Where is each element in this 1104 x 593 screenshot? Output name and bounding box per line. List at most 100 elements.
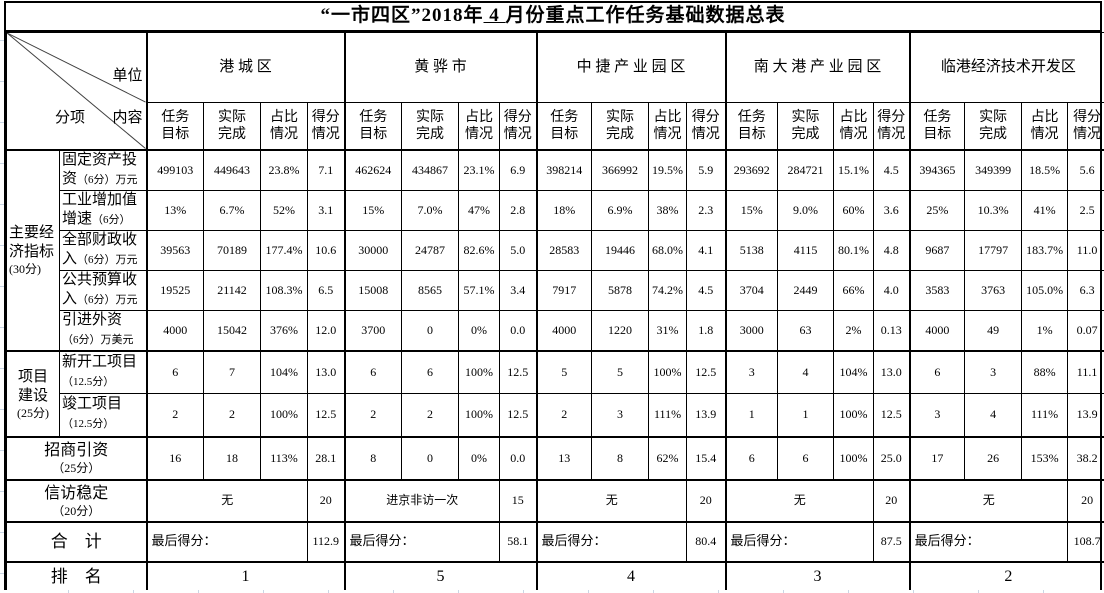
value-cell: 19525	[145, 269, 204, 311]
value-cell: 0%	[458, 309, 501, 351]
value-cell: 104%	[833, 349, 875, 394]
region-header-row: 单位 内容 分项 港 城 区黄 骅 市中 捷 产 业 园 区南 大 港 产 业 …	[6, 32, 1104, 151]
value-cell: 398214	[535, 149, 593, 191]
title-suffix: 月份重点工作任务基础数据总表	[505, 5, 786, 26]
excel-gridline-bottom	[4, 590, 1104, 593]
total-row: 合 计最后得分： 112.9 最后得分： 58.1 最后得分： 80.4 最后得分： 87.5…	[6, 520, 1104, 562]
value-cell: 177.4%	[260, 229, 308, 271]
corner-label-item: 分项	[55, 110, 86, 126]
rank-cell: 5	[343, 560, 538, 592]
subheader-cell: 实际 完成	[777, 102, 835, 151]
value-cell: 0	[401, 309, 460, 351]
indicator-note: （6分）万元	[77, 253, 138, 266]
value-cell: 6	[145, 349, 204, 394]
value-cell: 49	[964, 309, 1023, 351]
group-cell: 项目 建设 (25分)	[6, 349, 60, 437]
value-cell: 11.1	[1067, 349, 1104, 394]
value-cell: 12.5	[686, 349, 727, 394]
value-cell: 9.0%	[777, 189, 835, 231]
value-cell: 10.6	[306, 229, 346, 271]
value-cell: 5	[591, 349, 650, 394]
value-cell: 100%	[648, 349, 688, 394]
value-cell: 3700	[343, 309, 403, 351]
value-cell: 2449	[777, 269, 835, 311]
table-row: 主要经 济指标 (30分) 固定资产投资（6分）万元 499103 449643 23.8…	[6, 149, 1104, 351]
value-cell: 4115	[777, 229, 835, 271]
value-cell: 0%	[458, 435, 501, 480]
petition-note: （20分）	[52, 503, 101, 518]
value-cell: 28.1	[306, 435, 346, 480]
value-cell: 13.9	[686, 393, 727, 437]
value-cell: 0	[401, 435, 460, 480]
value-cell: 6.9	[499, 149, 538, 191]
value-cell: 100%	[458, 349, 501, 394]
value-cell: 4000	[535, 309, 593, 351]
value-cell: 0.07	[1067, 309, 1104, 351]
value-cell: 30000	[343, 229, 403, 271]
value-cell: 38.2	[1067, 435, 1104, 480]
group-cell: 主要经 济指标 (30分)	[6, 149, 60, 351]
indicator-name: 引进外资	[62, 311, 123, 328]
value-cell: 5.6	[1067, 149, 1104, 191]
indicator-label: 竣工项目 （12.5分）	[59, 393, 147, 437]
value-cell: 1	[777, 393, 835, 437]
region-header-cell: 临港经济技术开发区	[908, 32, 1104, 103]
value-cell: 4	[964, 393, 1023, 437]
value-cell: 6	[724, 435, 779, 480]
subheader-row: 任务 目标 实际 完成 占比 情况 得分 情况 任务 目标 实际 完成 占比 情况 得分 情况…	[7, 102, 1104, 151]
value-cell: 3	[964, 349, 1023, 394]
value-cell: 349399	[964, 149, 1023, 191]
indicator-note: （12.5分）	[62, 418, 115, 431]
indicator-name: 公共预算收入	[62, 271, 138, 307]
value-cell: 3	[591, 393, 650, 437]
value-cell: 8	[343, 435, 403, 480]
value-cell: 66%	[833, 269, 875, 311]
subheader-cell: 实际 完成	[591, 102, 650, 151]
value-cell: 3.4	[499, 269, 538, 311]
value-cell: 3.1	[306, 189, 346, 231]
table-row: 全部财政收入（6分）万元 39563 70189 177.4% 10.6 30000 247…	[7, 229, 1104, 271]
value-cell: 82.6%	[458, 229, 501, 271]
value-cell: 12.5	[873, 393, 911, 437]
total-prefix-cell: 最后得分：	[343, 520, 501, 562]
indicator-name: 新开工项目	[62, 353, 138, 370]
petition-score-cell: 20	[873, 478, 911, 522]
value-cell: 4.5	[686, 269, 727, 311]
total-score-cell: 112.9	[306, 520, 346, 562]
value-cell: 2.3	[686, 189, 727, 231]
indicator-note: （6分）	[92, 213, 131, 226]
value-cell: 3.6	[873, 189, 911, 231]
value-cell: 3	[908, 393, 966, 437]
indicator-label: 工业增加值增速（6分）	[59, 189, 147, 231]
value-cell: 2	[343, 393, 403, 437]
indicator-label: 招商引资 （25分）	[6, 435, 147, 480]
total-prefix-cell: 最后得分：	[535, 520, 688, 562]
value-cell: 8	[591, 435, 650, 480]
value-cell: 23.1%	[458, 149, 501, 191]
value-cell: 18%	[535, 189, 593, 231]
indicator-label: 新开工项目 （12.5分）	[59, 349, 147, 394]
title-month-blank: 4	[483, 5, 506, 26]
value-cell: 113%	[260, 435, 308, 480]
value-cell: 293692	[724, 149, 779, 191]
value-cell: 13	[535, 435, 593, 480]
value-cell: 31%	[648, 309, 688, 351]
value-cell: 15042	[203, 309, 261, 351]
value-cell: 17	[908, 435, 966, 480]
value-cell: 19446	[591, 229, 650, 271]
value-cell: 26	[964, 435, 1023, 480]
indicator-note: （25分）	[52, 461, 101, 475]
value-cell: 111%	[1021, 393, 1069, 437]
subheader-cell: 得分 情况	[1067, 102, 1104, 151]
petition-name: 信访稳定	[44, 484, 109, 502]
title-prefix: “一市四区”2018年	[320, 5, 484, 26]
diagonal-lines-icon	[7, 33, 146, 149]
total-score-cell: 58.1	[499, 520, 538, 562]
total-score-cell: 87.5	[873, 520, 911, 562]
corner-label-unit: 单位	[112, 68, 143, 84]
value-cell: 7.0%	[401, 189, 460, 231]
petition-score-cell: 20	[306, 478, 346, 522]
summary-table-sheet: “一市四区”2018年 4 月份重点工作任务基础数据总表 单位	[4, 1, 1104, 593]
indicator-name: 竣工项目	[62, 396, 123, 413]
